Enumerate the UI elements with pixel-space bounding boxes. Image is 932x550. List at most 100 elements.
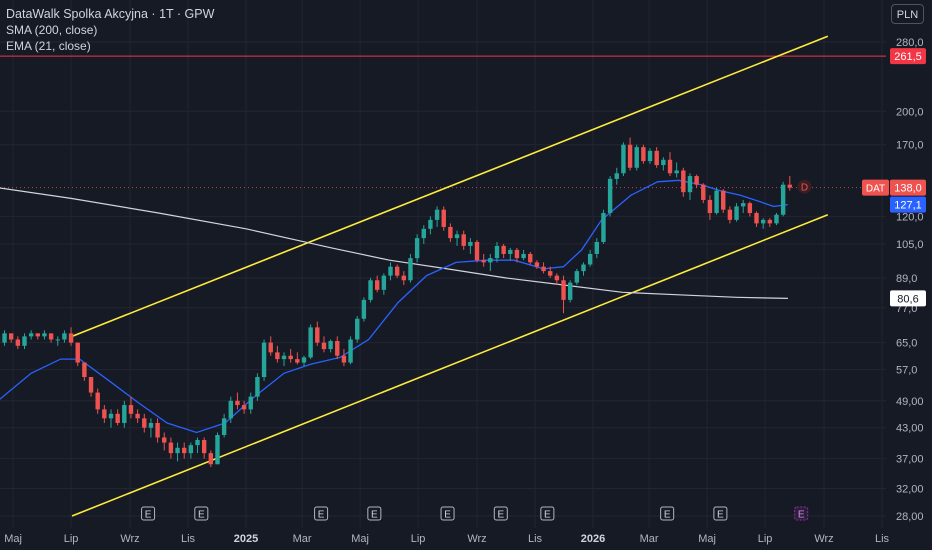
channel-lines[interactable] (71, 35, 829, 517)
price-label-box (890, 179, 926, 196)
earnings-marker[interactable]: E (314, 506, 329, 521)
candle-body (128, 405, 134, 414)
channel-lower-line (71, 213, 829, 517)
y-axis[interactable]: 280,0200,0170,0120,0105,089,077,065,057,… (896, 37, 924, 523)
x-tick-label: Mar (640, 533, 659, 545)
candle-body (155, 422, 160, 438)
horizontal-line[interactable] (0, 55, 886, 189)
dividend-marker[interactable]: D (797, 179, 812, 194)
x-axis[interactable]: Maj Lip Wrz Lis 2025 Mar Maj Lip Wrz Lis 2026 Mar Ma… (4, 533, 889, 545)
candle (408, 253, 413, 283)
candle-body (561, 280, 566, 300)
candle (122, 400, 127, 428)
candle-body (754, 213, 759, 224)
candle (601, 209, 606, 244)
candle-body (727, 209, 733, 220)
earnings-marker-label: E (145, 510, 152, 521)
legend: DataWalk Spolka Akcyjna · 1T · GPW SMA (… (6, 6, 214, 54)
candle-body (647, 150, 653, 162)
candle (780, 181, 786, 217)
legend-title[interactable]: DataWalk Spolka Akcyjna · 1T · GPW (6, 7, 215, 21)
candle-body (461, 234, 466, 246)
x-tick-label: Wrz (814, 533, 833, 545)
earnings-marker-box (794, 506, 809, 521)
candle-body (201, 440, 207, 454)
candle (760, 218, 766, 229)
earnings-marker-box (493, 506, 508, 521)
candle-body (454, 234, 460, 239)
earnings-marker-label: E (198, 510, 205, 521)
earnings-marker[interactable]: E (493, 506, 508, 521)
candle-body (88, 377, 94, 393)
y-tick-label: 28,00 (896, 511, 924, 523)
candle-body (760, 219, 766, 224)
candle-body (8, 333, 14, 340)
candle (301, 355, 307, 367)
candle-body (587, 253, 593, 265)
candle (28, 330, 34, 340)
candle-body (401, 275, 407, 281)
candle (707, 195, 713, 220)
earnings-marker[interactable]: E (794, 506, 809, 521)
candle-body (621, 144, 626, 174)
earnings-marker[interactable]: E (440, 506, 455, 521)
event-markers[interactable]: E E E E E E E E E E D (141, 179, 812, 521)
candle-body (288, 355, 293, 360)
candle (514, 247, 520, 263)
candle (774, 213, 779, 226)
candle-body (335, 341, 340, 356)
x-tick-label: Maj (698, 533, 716, 545)
candle-body (734, 206, 739, 220)
earnings-marker[interactable]: E (141, 506, 156, 521)
candle-body (661, 159, 666, 166)
candle-body (168, 442, 174, 454)
candle (561, 275, 566, 314)
candle-body (361, 299, 367, 319)
earnings-marker[interactable]: E (367, 506, 382, 521)
earnings-marker-label: E (318, 510, 325, 521)
candle-body (414, 238, 420, 259)
earnings-marker-label: E (798, 510, 805, 521)
candle (474, 240, 480, 263)
candle-body (494, 245, 500, 259)
candle-body (434, 209, 440, 220)
candle (228, 396, 233, 423)
candle (115, 409, 120, 426)
y-tick-label: 43,00 (896, 423, 924, 435)
candle-body (102, 409, 107, 419)
legend-ema[interactable]: EMA (21, close) (6, 39, 91, 53)
earnings-marker-box (194, 506, 209, 521)
candle (2, 330, 7, 346)
candle (48, 333, 54, 343)
candle (155, 418, 160, 443)
candle-body (15, 339, 21, 346)
candle-body (22, 336, 27, 346)
earnings-marker[interactable]: E (194, 506, 209, 521)
candle-body (42, 333, 47, 337)
y-tick-label: 89,0 (896, 273, 917, 285)
earnings-marker[interactable]: E (540, 506, 555, 521)
candle (295, 352, 300, 365)
candle-body (581, 264, 586, 272)
earnings-marker-label: E (544, 510, 551, 521)
earnings-marker[interactable]: E (660, 506, 675, 521)
earnings-marker[interactable]: E (713, 506, 728, 521)
legend-sma[interactable]: SMA (200, close) (6, 23, 98, 37)
x-tick-label: Lip (758, 533, 773, 545)
candle-body (501, 245, 506, 254)
candle (15, 336, 21, 350)
candle-body (381, 275, 387, 290)
candle-body (115, 413, 120, 423)
x-tick-label: 2026 (581, 533, 605, 545)
candle-body (255, 377, 260, 397)
candle-body (780, 184, 786, 215)
candle (687, 173, 693, 200)
candle-body (162, 437, 167, 443)
candle-body (528, 253, 533, 263)
y-tick-label: 200,0 (896, 106, 924, 118)
candle-body (215, 434, 220, 465)
price-label-sma: 80,6 (890, 290, 926, 307)
currency-button[interactable]: PLN (891, 4, 924, 24)
candle-body (714, 190, 719, 214)
